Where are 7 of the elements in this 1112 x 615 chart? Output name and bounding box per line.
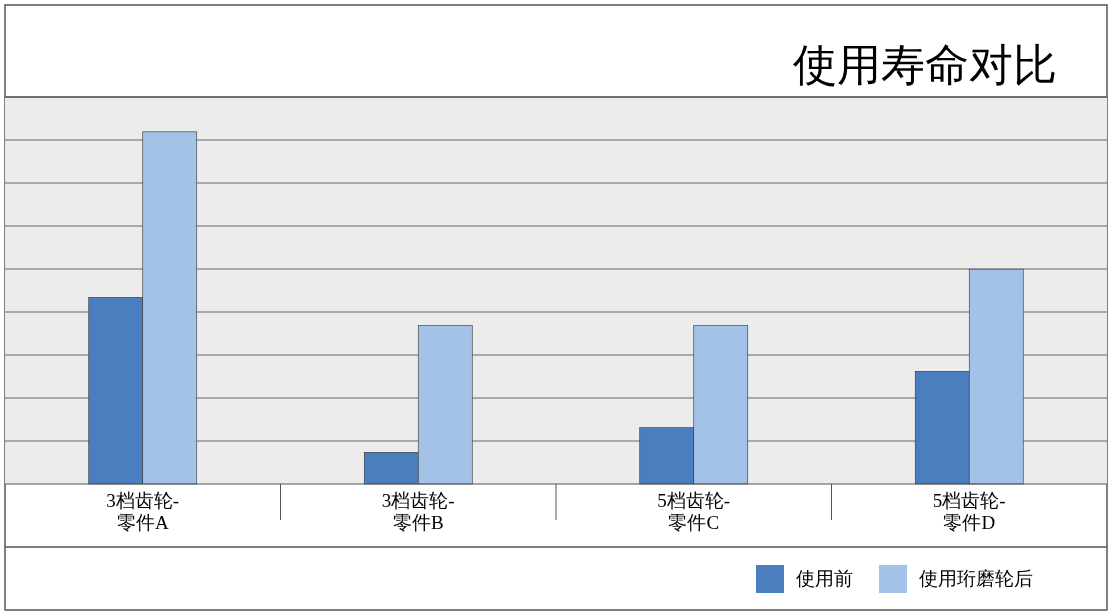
x-tick-label: 5档齿轮-零件D: [931, 490, 1007, 534]
legend-label: 使用珩磨轮后: [919, 566, 1033, 591]
x-tick-label: 3档齿轮-零件B: [380, 490, 456, 534]
x-tick-label: 3档齿轮-零件A: [105, 490, 181, 534]
chart-title: 使用寿命对比: [793, 41, 1057, 90]
legend-label: 使用前: [796, 566, 853, 591]
x-tick-label: 5档齿轮-零件C: [656, 490, 732, 534]
